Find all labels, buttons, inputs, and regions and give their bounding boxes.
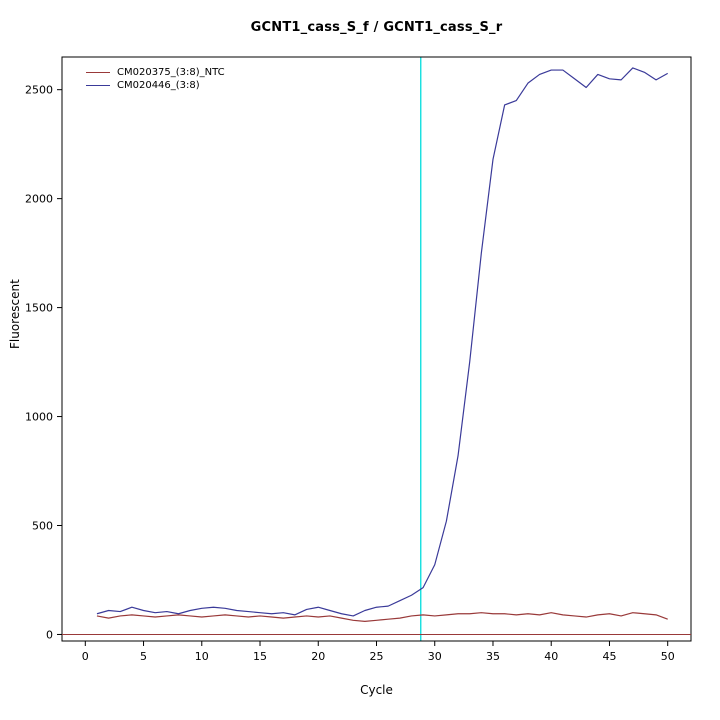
y-tick-label: 500 [32,520,53,533]
x-tick-label: 30 [428,650,442,663]
legend-label-ntc: CM020375_(3:8)_NTC [117,67,225,78]
plot-box [61,56,692,642]
y-axis-title: Fluorescent [8,279,22,349]
y-tick-label: 2000 [25,193,53,206]
legend-label-sample: CM020446_(3:8) [117,80,200,91]
x-axis-title: Cycle [360,683,393,697]
x-tick-label: 40 [544,650,558,663]
legend-item-ntc: CM020375_(3:8)_NTC [86,66,225,79]
x-tick-label: 35 [486,650,500,663]
legend-line-swatch-blue [86,85,110,86]
plot-title: GCNT1_cass_S_f / GCNT1_cass_S_r [250,20,503,35]
x-tick-label: 5 [140,650,147,663]
x-tick-label: 50 [661,650,675,663]
y-tick-label: 2500 [25,84,53,97]
y-tick-label: 1000 [25,411,53,424]
x-tick-label: 0 [82,650,89,663]
series-line-0 [96,612,668,622]
legend-line-swatch-red [86,72,110,73]
x-tick-label: 10 [195,650,209,663]
x-tick-label: 20 [311,650,325,663]
legend-item-sample: CM020446_(3:8) [86,79,225,92]
legend: CM020375_(3:8)_NTC CM020446_(3:8) [86,66,225,92]
series-line-1 [96,67,668,617]
x-tick-label: 25 [370,650,384,663]
y-tick-label: 1500 [25,302,53,315]
x-tick-label: 15 [253,650,267,663]
y-tick-label: 0 [46,628,53,641]
x-tick-label: 45 [602,650,616,663]
